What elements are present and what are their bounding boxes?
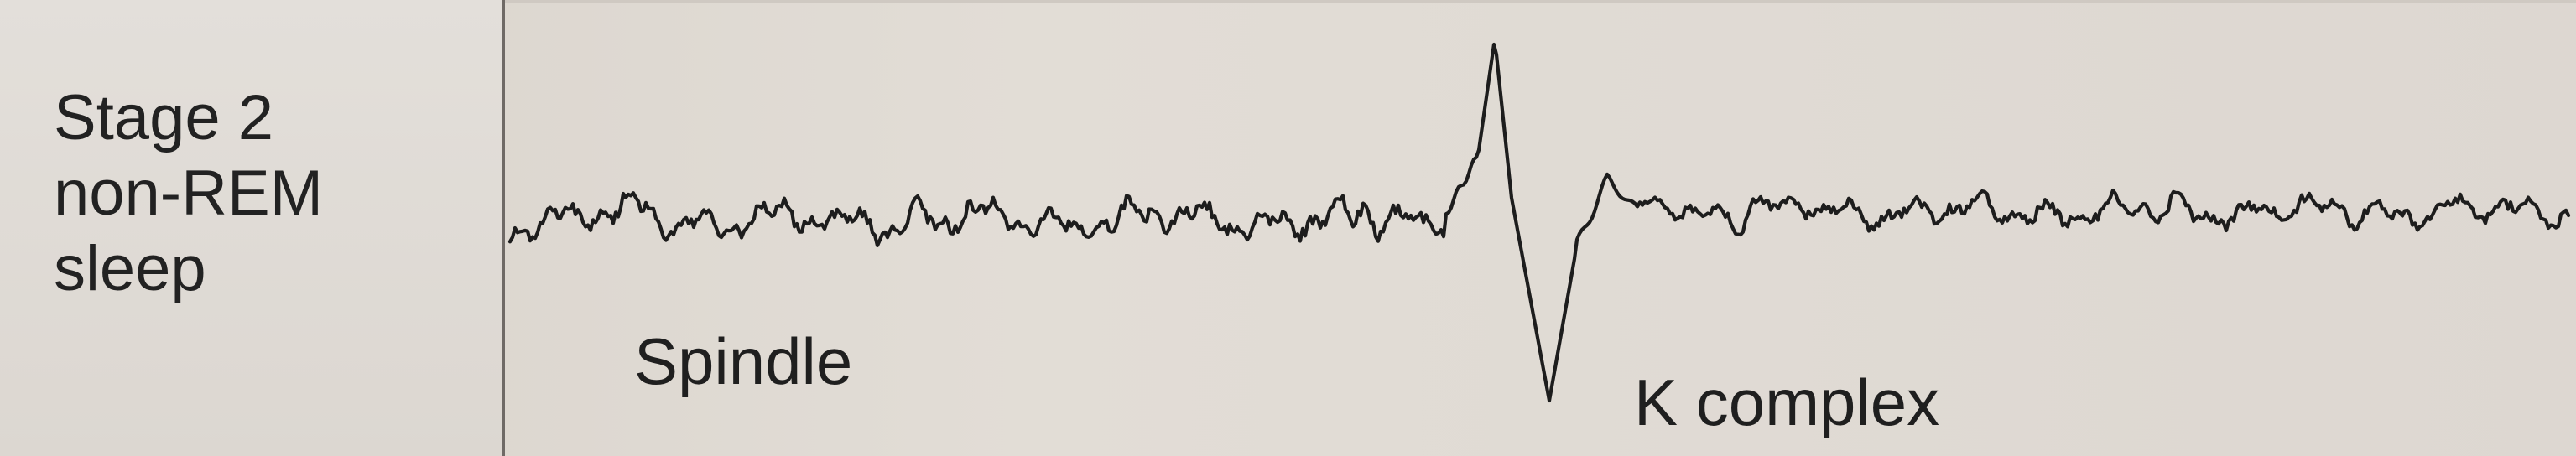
spindle-label: Spindle (634, 324, 853, 398)
panel-divider (502, 0, 505, 456)
top-rule (505, 0, 2576, 3)
stage-label-line-1: Stage 2 (54, 82, 273, 153)
eeg-waveform (507, 42, 2571, 403)
eeg-trace-area (505, 0, 2576, 456)
stage-label-line-2: non-REM (54, 158, 323, 229)
stage-label-line-3: sleep (54, 233, 206, 304)
stage-label: Stage 2 non-REM sleep (54, 80, 323, 307)
k-complex-label: K complex (1634, 365, 1940, 439)
label-panel: Stage 2 non-REM sleep (0, 0, 502, 456)
eeg-trace-svg (507, 42, 2571, 403)
